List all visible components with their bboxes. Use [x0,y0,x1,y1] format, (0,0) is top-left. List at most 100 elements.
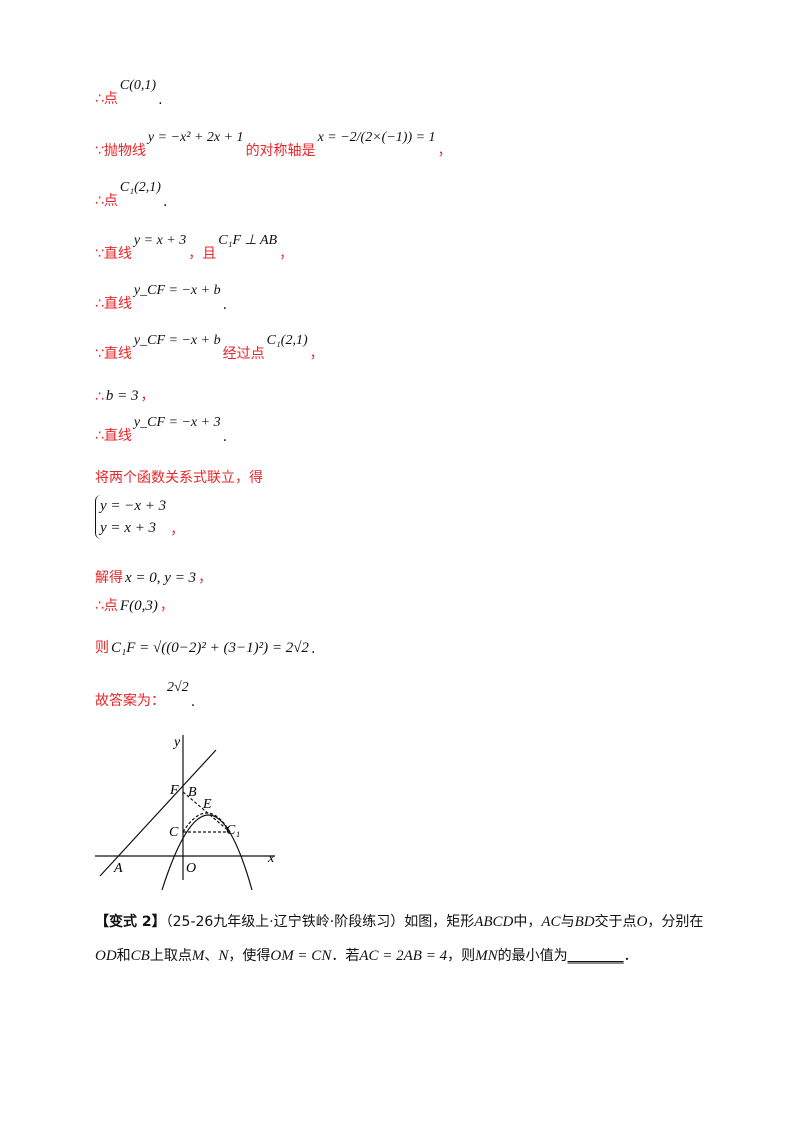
figure-label: O [186,861,196,876]
problem-text: 【变式 2】 [95,914,166,930]
figure-label: y [172,735,181,750]
problem-text: AC = 2AB = 4 [359,948,448,964]
problem-text: 与 [560,914,575,930]
problem-text: 上取点 [149,948,192,964]
math: y = x + 3 [133,233,187,248]
problem-text: 和 [116,948,131,964]
arc [182,812,231,833]
math: . [310,641,316,657]
solution-line: 则 C₁F = √((0−2)² + (3−1)²) = 2√2. [95,637,315,657]
math: x = −2/(2×(−1)) = 1 [317,130,436,145]
math: b = 3 [105,388,139,404]
equation-system: y = −x + 3 y = x + 3 [95,495,166,539]
solution-line: ∴点 F(0,3)， [95,595,174,615]
math: F(0,3) [119,598,158,614]
problem: 【变式 2】（25-26九年级上·辽宁铁岭·阶段练习）如图，矩形ABCD中，AC… [95,905,705,973]
text: ∴点 [95,91,118,107]
problem-text: OM = CN [270,948,332,964]
math: y_CF = −x + b [133,283,221,298]
text: ∴直线 [95,428,132,444]
text: ， [140,388,155,404]
solution-line: ∴直线 y_CF = −x + 3. [95,415,227,445]
figure-label: C₁ [226,823,240,838]
math: C₁(2,1) [119,180,161,195]
problem-text: ，使得 [228,948,271,964]
math: . [162,194,168,210]
solution-line: 解得 x = 0, y = 3， [95,567,212,587]
problem-text: ，则 [447,948,476,964]
solution-line: 将两个函数关系式联立，得 [95,467,263,487]
text: ∴点 [95,193,118,209]
text: ∵直线 [95,246,132,262]
figure-label: C [169,825,179,840]
problem-text: BD [574,914,595,930]
math: C₁(2,1) [266,333,308,348]
figure-label: A [113,861,123,876]
math: y_CF = −x + 3 [133,415,221,430]
text: ， [309,346,324,362]
math: y = −x² + 2x + 1 [147,130,244,145]
equation: y = x + 3 [100,520,157,536]
solution-line: ∴ b = 3， [95,385,155,405]
problem-text: ，分别在 [647,914,704,930]
text: ∵直线 [95,346,132,362]
math: 2√2 [167,680,189,695]
text: ， [437,143,452,159]
figure: y x F BE C C₁ O A [95,735,275,890]
text: ， [170,522,185,538]
problem-text: ． [623,948,638,964]
math: . [158,92,163,108]
figure-label: B [188,785,197,800]
text: ， [159,598,174,614]
text: ∴ [95,389,104,405]
solution-line: ∴点 C₁(2,1). [95,180,168,210]
problem-text: MN [475,948,498,964]
math: C(0,1) [119,78,157,93]
figure-label: F [169,783,179,798]
solution-line: y = −x + 3 y = x + 3 ， [95,495,184,539]
text: 经过点 [222,346,265,362]
math: x = 0, y = 3 [125,570,197,586]
problem-text: O [636,914,648,930]
text: ∴直线 [95,296,132,312]
text: 的对称轴是 [245,143,316,159]
math: C₁F = √((0−2)² + (3−1)²) = 2√2 [111,640,309,656]
solution-line: ∵直线 y_CF = −x + b 经过点 C₁(2,1)， [95,333,324,363]
text: 故答案为： [95,693,165,709]
solution-line: ∵抛物线 y = −x² + 2x + 1 的对称轴是 x = −2/(2×(−1))… [95,130,452,160]
solution-line: 故答案为： 2√2. [95,680,196,710]
problem-text: ．若 [331,948,360,964]
math: C₁F ⊥ AB [218,233,278,248]
problem-text: M [191,948,205,964]
problem-text: N [218,948,229,964]
text: ∵抛物线 [95,143,146,159]
line-ab [99,749,217,877]
problem-text: ________ [567,948,624,964]
math: . [190,694,196,710]
solution-line: ∴直线 y_CF = −x + b. [95,283,228,313]
math: y_CF = −x + b [133,333,221,348]
solution-line: ∴点 C(0,1). [95,78,163,108]
equation: y = −x + 3 [100,498,167,514]
problem-text: CB [130,948,150,964]
segment-fc1 [182,791,231,833]
problem-text: AC [541,914,561,930]
parabola [161,814,253,890]
solution-line: ∵直线 y = x + 3 ，且 C₁F ⊥ AB， [95,233,294,263]
problem-text: 交于点 [594,914,637,930]
math: . [222,297,228,313]
problem-text: （25-26九年级上·辽宁铁岭·阶段练习）如图，矩形 [165,914,475,930]
problem-text: 的最小值为 [497,948,568,964]
text: ， [198,570,213,586]
text: 则 [95,640,109,656]
text: 解得 [95,570,123,586]
problem-text: ABCD [474,914,514,930]
text: ，且 [188,246,217,262]
text: ∴点 [95,598,118,614]
problem-text: 、 [204,948,219,964]
problem-text: OD [95,948,117,964]
text: ， [279,246,294,262]
problem-text: 中， [513,914,542,930]
figure-label: x [267,851,275,866]
